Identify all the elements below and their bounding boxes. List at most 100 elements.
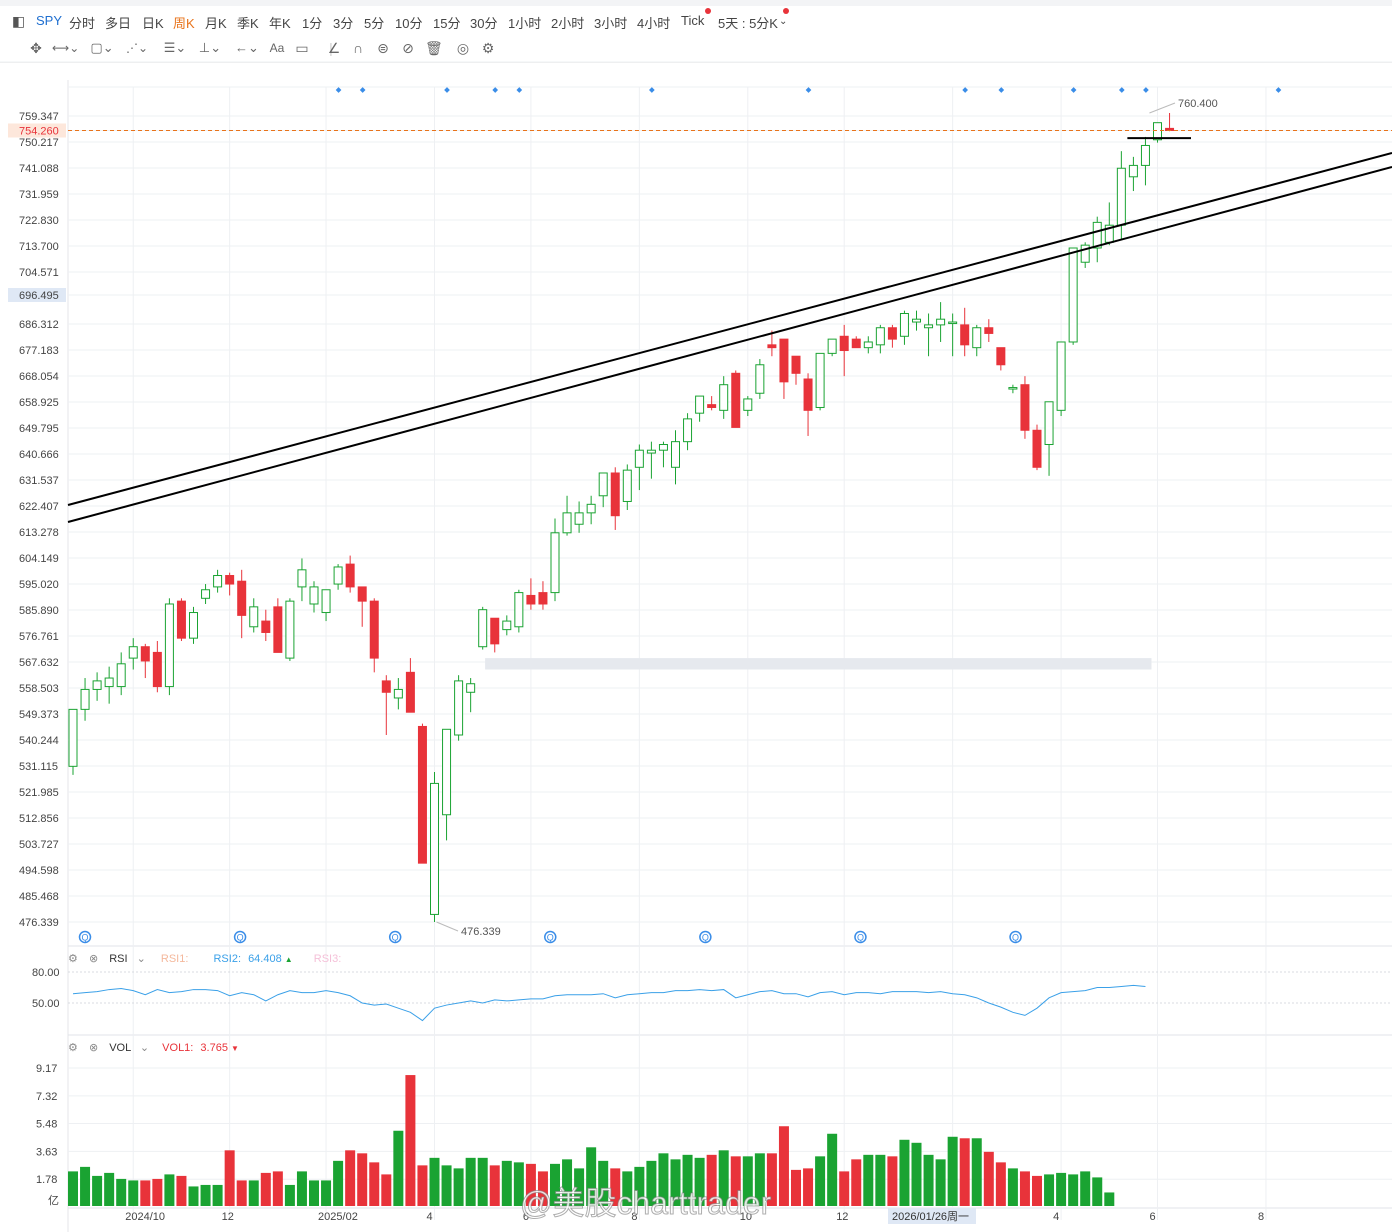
price-label: 677.183 — [19, 345, 59, 357]
price-label: 686.312 — [19, 319, 59, 331]
volume-bar — [417, 1165, 428, 1206]
price-label: 649.795 — [19, 423, 59, 435]
tab-2hour[interactable]: 2小时 — [551, 16, 585, 31]
arrow-icon[interactable]: ←⌄ — [235, 40, 259, 55]
vol-name[interactable]: VOL — [109, 1042, 131, 1054]
tab-week[interactable]: 周K — [173, 16, 195, 31]
ruler-angle-icon[interactable]: ∠ — [327, 40, 341, 56]
trend-lines — [67, 129, 1392, 523]
rsi2-value: 64.408 — [248, 953, 282, 965]
tab-15min[interactable]: 15分 — [433, 16, 461, 31]
rsi-name[interactable]: RSI — [109, 953, 128, 965]
volume-bar — [1044, 1174, 1055, 1206]
chevron-down-icon[interactable]: ⌄ — [779, 16, 788, 27]
tab-day[interactable]: 日K — [142, 16, 164, 31]
tab-30min[interactable]: 30分 — [470, 16, 498, 31]
tab-4hour[interactable]: 4小时 — [637, 16, 671, 31]
event-marker — [1118, 87, 1125, 93]
event-marker — [444, 87, 450, 93]
price-label: 722.830 — [19, 215, 59, 227]
candle-body — [731, 372, 741, 428]
magnet-icon[interactable]: ∩ — [352, 40, 364, 56]
eye-icon[interactable]: ◎ — [456, 40, 470, 56]
close-icon[interactable]: ⊗ — [88, 1042, 99, 1054]
volume-bar — [477, 1157, 488, 1206]
candle-body — [213, 575, 223, 588]
symbol-label[interactable]: SPY — [36, 13, 63, 28]
volume-bar — [176, 1175, 187, 1206]
tab-5day-5min[interactable]: 5天 : 5分K — [718, 16, 778, 31]
candle-body — [863, 341, 873, 349]
volume-bar — [634, 1166, 645, 1206]
rectangle-draw-icon[interactable]: ▢⌄ — [90, 40, 114, 55]
tab-1min[interactable]: 1分 — [302, 16, 323, 31]
tab-multiday[interactable]: 多日 — [105, 16, 132, 31]
tab-10min[interactable]: 10分 — [395, 16, 423, 31]
panel-toggle-icon[interactable]: ◧ — [12, 13, 26, 29]
vol-level-label: 5.48 — [36, 1119, 57, 1131]
volume-bar — [128, 1180, 139, 1206]
q-marker-letter: Q — [1012, 933, 1019, 943]
candle-body — [610, 472, 620, 517]
volume-bar — [550, 1163, 560, 1206]
tab-3min[interactable]: 3分 — [333, 16, 354, 31]
volume-bar — [501, 1160, 512, 1206]
tab-intraday[interactable]: 分时 — [69, 16, 96, 31]
volume-bar — [658, 1153, 669, 1206]
tab-1hour[interactable]: 1小时 — [508, 16, 542, 31]
vol-header: ⚙ ⊗ VOL ⌄ VOL1: 3.765 ▼ — [68, 1041, 239, 1059]
text-icon[interactable]: Aa — [269, 41, 285, 55]
volume-bar — [80, 1166, 91, 1206]
price-label: 595.020 — [19, 579, 59, 591]
multi-point-icon[interactable]: ⋰⌄ — [125, 41, 149, 55]
tab-5min[interactable]: 5分 — [364, 16, 385, 31]
q-marker-letter: Q — [237, 933, 244, 943]
volume-bar — [694, 1157, 705, 1206]
candle-body — [550, 532, 560, 594]
close-icon[interactable]: ⊗ — [88, 953, 99, 965]
comment-icon[interactable]: ▭ — [295, 40, 309, 56]
text-lines-icon[interactable]: ☰⌄ — [163, 40, 187, 55]
chevron-down-icon[interactable]: ⌄ — [136, 953, 146, 965]
tab-month[interactable]: 月K — [205, 16, 227, 31]
price-label: 696.495 — [19, 290, 59, 302]
candle-body — [237, 580, 247, 616]
price-label: 503.727 — [19, 839, 59, 851]
volume-bar — [441, 1165, 452, 1206]
rsi1-label: RSI1: — [160, 953, 189, 965]
event-marker — [962, 87, 968, 93]
price-label: 754.260 — [19, 125, 59, 137]
link-icon[interactable]: ⊜ — [377, 40, 389, 56]
crosshair-move-icon[interactable]: ✥ — [30, 40, 42, 56]
price-label: 658.925 — [19, 397, 59, 409]
candle-body — [273, 606, 283, 653]
tab-quarter[interactable]: 季K — [237, 16, 259, 31]
rsi-panel: 80.00 50.00 — [32, 967, 1392, 1022]
candle-body — [405, 671, 415, 713]
delete-icon[interactable]: 🗑 — [425, 40, 443, 56]
tab-year[interactable]: 年K — [269, 16, 291, 31]
candle-body — [634, 449, 644, 468]
volume-bar — [598, 1160, 609, 1206]
rsi-line — [72, 984, 1146, 1022]
price-label: 604.149 — [19, 553, 59, 565]
hide-drawings-icon[interactable]: ⊘ — [402, 40, 414, 56]
tab-tick[interactable]: Tick — [681, 13, 705, 28]
candle-body — [152, 651, 162, 688]
line-style-icon[interactable]: ⟷⌄ — [52, 41, 80, 55]
gear-icon[interactable]: ⚙ — [68, 1042, 78, 1054]
support-band-rect — [485, 658, 1152, 670]
gear-icon[interactable]: ⚙ — [68, 953, 78, 965]
candle-body — [430, 782, 439, 915]
chevron-down-icon[interactable]: ⌄ — [139, 1042, 150, 1054]
price-level-icon[interactable]: ⊥⌄ — [198, 40, 222, 55]
q-marker — [699, 930, 712, 944]
price-label: 512.856 — [19, 813, 59, 825]
settings-icon[interactable]: ⚙ — [481, 40, 495, 56]
event-marker — [1143, 87, 1149, 93]
volume-bar — [321, 1180, 332, 1206]
tab-3hour[interactable]: 3小时 — [594, 16, 628, 31]
q-marker-letter: Q — [857, 933, 864, 943]
candle-body — [791, 355, 801, 374]
